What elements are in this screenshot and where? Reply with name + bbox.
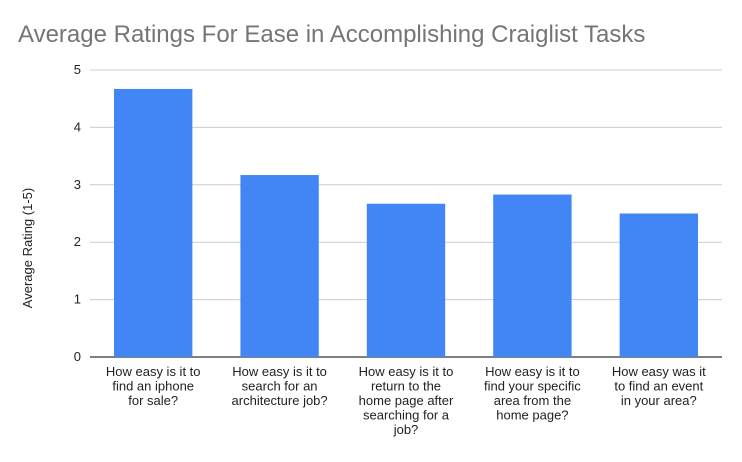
bar	[493, 194, 572, 357]
y-tick-label: 0	[74, 349, 81, 364]
x-tick-label: job?	[393, 422, 419, 437]
y-tick-label: 4	[74, 119, 81, 134]
y-tick-label: 1	[74, 292, 81, 307]
y-axis-label: Average Rating (1-5)	[20, 188, 35, 308]
x-tick-label: return to the	[371, 379, 441, 394]
chart-title: Average Ratings For Ease in Accomplishin…	[18, 21, 645, 48]
x-tick-label: How easy is it to	[106, 364, 201, 379]
x-tick-label: to find an event	[614, 379, 703, 394]
y-tick-label: 2	[74, 234, 81, 249]
x-tick-label: How easy is it to	[359, 364, 454, 379]
x-tick-label: find an iphone	[112, 379, 194, 394]
x-tick-label: home page after	[359, 393, 454, 408]
bars	[114, 88, 698, 357]
x-tick-label: How easy is it to	[232, 364, 327, 379]
x-tick-label: How easy is it to	[485, 364, 580, 379]
x-tick-label: How easy was it	[612, 364, 706, 379]
x-tick-label: area from the	[494, 393, 571, 408]
x-tick-label: in your area?	[621, 393, 697, 408]
x-tick-label: for sale?	[128, 393, 178, 408]
bar	[114, 88, 193, 357]
y-tick-label: 3	[74, 177, 81, 192]
x-tick-label: find your specific	[484, 379, 581, 394]
x-tick-label: architecture job?	[232, 393, 328, 408]
y-axis-ticks: 0 1 2 3 4 5	[74, 62, 81, 364]
x-tick-label: search for an	[242, 379, 318, 394]
x-tick-label: home page?	[496, 408, 568, 423]
bar	[366, 203, 446, 357]
y-tick-label: 5	[74, 62, 81, 77]
x-tick-label: searching for a	[363, 408, 450, 423]
bar	[619, 213, 698, 357]
bar	[240, 175, 319, 357]
